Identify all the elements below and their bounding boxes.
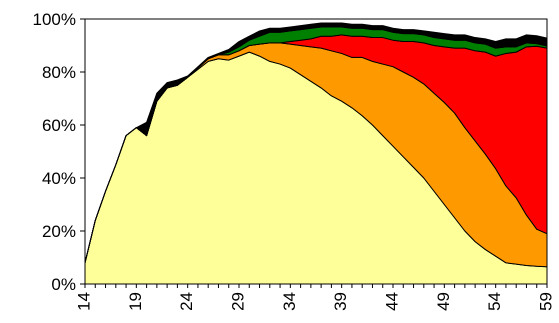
x-tick-label: 34	[280, 292, 299, 311]
y-tick-label: 100%	[33, 10, 76, 29]
area-series-5	[84, 22, 548, 264]
x-tick-label: 14	[74, 292, 93, 311]
x-tick-label: 54	[485, 292, 504, 311]
x-tick-label: 59	[536, 292, 555, 311]
y-tick-label: 80%	[42, 63, 76, 82]
x-tick-label: 39	[331, 292, 350, 311]
y-tick-label: 60%	[42, 116, 76, 135]
y-tick-label: 40%	[42, 169, 76, 188]
x-tick-label: 24	[177, 292, 196, 311]
x-axis: 14 19 24 29 34 39 44 49 54 59	[74, 284, 555, 311]
y-axis: 0% 20% 40% 60% 80% 100%	[33, 10, 85, 294]
y-tick-label: 20%	[42, 222, 76, 241]
x-tick-label: 19	[126, 292, 145, 311]
area-series-group	[84, 22, 548, 285]
x-tick-label: 44	[382, 292, 401, 311]
y-tick-label: 0%	[51, 275, 76, 294]
x-tick-label: 49	[434, 292, 453, 311]
x-tick-label: 29	[228, 292, 247, 311]
